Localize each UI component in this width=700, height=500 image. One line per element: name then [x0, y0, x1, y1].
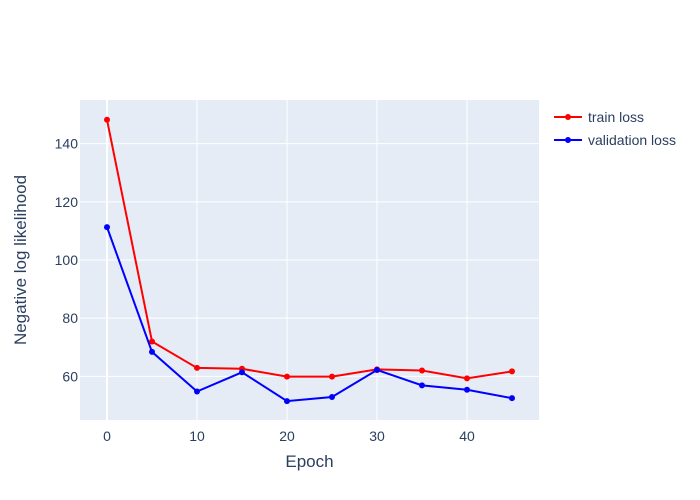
y-tick-label: 140	[55, 136, 79, 152]
train-loss-line	[106, 119, 513, 380]
train-loss-point	[104, 116, 110, 123]
legend-swatch-marker	[565, 137, 571, 143]
legend-swatch-marker	[565, 114, 571, 120]
y-tick-label: 60	[62, 368, 78, 384]
validation-loss-point	[104, 224, 110, 231]
grid	[80, 100, 539, 420]
series-layer	[104, 116, 515, 405]
validation-loss-point	[464, 386, 470, 393]
validation-loss-point	[194, 388, 200, 395]
x-axis-ticks: 0 10 20 30 40	[103, 428, 475, 444]
train-loss-point	[284, 373, 290, 380]
legend-label: train loss	[588, 109, 644, 125]
train-loss-point	[194, 364, 200, 371]
y-tick-label: 100	[55, 252, 79, 268]
y-tick-label: 120	[55, 194, 79, 210]
x-tick-label: 20	[279, 428, 295, 444]
validation-loss-point	[239, 369, 245, 376]
validation-loss-line	[106, 226, 513, 403]
validation-loss-point	[374, 366, 380, 373]
validation-loss-point	[419, 382, 425, 389]
validation-loss-point	[149, 348, 155, 355]
y-axis-title: Negative log likelihood	[11, 175, 30, 345]
legend-item-train-loss[interactable]: train loss	[554, 109, 644, 125]
train-loss-point	[464, 375, 470, 382]
x-tick-label: 10	[189, 428, 205, 444]
validation-loss-point	[284, 398, 290, 405]
validation-loss-point	[509, 395, 515, 402]
y-axis-ticks: 60 80 100 120 140	[55, 136, 79, 385]
x-tick-label: 40	[459, 428, 475, 444]
legend[interactable]: train loss validation loss	[554, 109, 676, 148]
legend-item-validation-loss[interactable]: validation loss	[554, 132, 676, 148]
train-loss-point	[419, 367, 425, 374]
legend-label: validation loss	[588, 132, 676, 148]
x-axis-title: Epoch	[285, 452, 333, 471]
validation-loss-point	[329, 394, 335, 401]
x-tick-label: 0	[103, 428, 111, 444]
x-tick-label: 30	[369, 428, 385, 444]
train-loss-point	[149, 338, 155, 345]
train-loss-point	[329, 373, 335, 380]
y-tick-label: 80	[62, 310, 78, 326]
train-loss-point	[509, 368, 515, 375]
